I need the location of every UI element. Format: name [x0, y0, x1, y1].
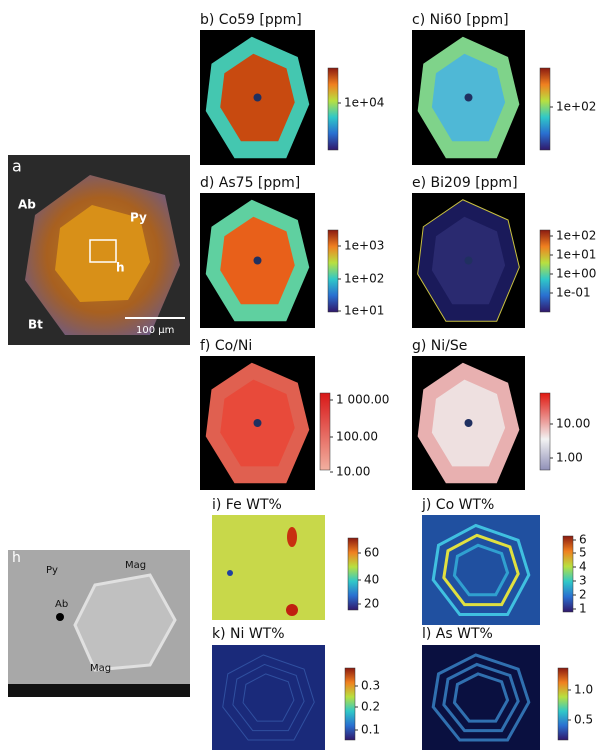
annotation: Py: [46, 565, 58, 576]
inclusion: [56, 613, 64, 621]
colorbar: [540, 393, 550, 470]
map-title: g) Ni/Se: [412, 338, 467, 354]
colorbar-label: 2: [579, 588, 587, 602]
map-center: [254, 94, 262, 102]
colorbar: [540, 68, 550, 150]
colorbar: [320, 393, 330, 470]
annotation: h: [116, 261, 125, 275]
colorbar-label: 4: [579, 560, 587, 574]
map-spot: [287, 527, 297, 547]
colorbar: [348, 538, 358, 610]
map-background: [212, 645, 325, 750]
map-center: [465, 419, 473, 427]
annotation: Mag: [125, 560, 146, 571]
colorbar-label: 20: [364, 597, 379, 611]
colorbar-label: 1e+02: [556, 229, 596, 243]
colorbar: [345, 668, 355, 740]
colorbar: [328, 68, 338, 150]
colorbar-label: 0.1: [361, 723, 380, 737]
annotation: Ab: [55, 599, 68, 610]
map-title: d) As75 [ppm]: [200, 175, 300, 191]
map-background: [422, 645, 540, 750]
colorbar-label: 6: [579, 533, 587, 547]
map-title: e) Bi209 [ppm]: [412, 175, 518, 191]
map-background: [212, 515, 325, 620]
annotation: Bt: [28, 318, 43, 332]
colorbar-label: 100.00: [336, 430, 378, 444]
colorbar-label: 0.2: [361, 700, 380, 714]
figure: aAbPyhBt100 µmhPyMagAbMagb) Co59 [ppm]1e…: [0, 0, 600, 750]
map-spot: [227, 570, 233, 576]
map-center: [465, 94, 473, 102]
colorbar-label: 0.3: [361, 679, 380, 693]
colorbar: [558, 668, 568, 740]
sem-footer: [8, 684, 190, 697]
annotation: Mag: [90, 663, 111, 674]
colorbar-label: 0.5: [574, 713, 593, 727]
map-background: [422, 515, 540, 625]
colorbar-label: 1e+02: [344, 272, 384, 286]
colorbar: [563, 536, 573, 612]
panel-label: a: [12, 157, 22, 176]
map-center: [254, 257, 262, 265]
map-spot: [286, 604, 298, 616]
map-center: [254, 419, 262, 427]
colorbar-label: 1e+01: [556, 248, 596, 262]
colorbar-label: 40: [364, 573, 379, 587]
colorbar-label: 1e+03: [344, 239, 384, 253]
colorbar-label: 10.00: [556, 417, 590, 431]
map-title: c) Ni60 [ppm]: [412, 12, 509, 28]
colorbar: [540, 230, 550, 312]
map-center: [465, 257, 473, 265]
colorbar: [328, 230, 338, 312]
scale-label: 100 µm: [136, 325, 174, 336]
colorbar-label: 1e+00: [556, 267, 596, 281]
colorbar-label: 3: [579, 574, 587, 588]
colorbar-label: 5: [579, 546, 587, 560]
colorbar-label: 1e-01: [556, 286, 591, 300]
colorbar-label: 1e+01: [344, 304, 384, 318]
map-title: b) Co59 [ppm]: [200, 12, 302, 28]
annotation: Ab: [18, 198, 36, 212]
map-title: k) Ni WT%: [212, 626, 285, 642]
colorbar-label: 1 000.00: [336, 393, 389, 407]
colorbar-label: 1.00: [556, 451, 583, 465]
colorbar-label: 1.0: [574, 683, 593, 697]
map-title: i) Fe WT%: [212, 497, 282, 513]
map-title: j) Co WT%: [421, 497, 494, 513]
colorbar-label: 1: [579, 602, 587, 616]
panel-label: h: [12, 550, 21, 566]
map-title: f) Co/Ni: [200, 338, 252, 354]
annotation: Py: [130, 211, 147, 225]
colorbar-label: 10.00: [336, 465, 370, 479]
colorbar-label: 60: [364, 546, 379, 560]
colorbar-label: 1e+04: [344, 96, 384, 110]
colorbar-label: 1e+02: [556, 100, 596, 114]
map-title: l) As WT%: [422, 626, 493, 642]
